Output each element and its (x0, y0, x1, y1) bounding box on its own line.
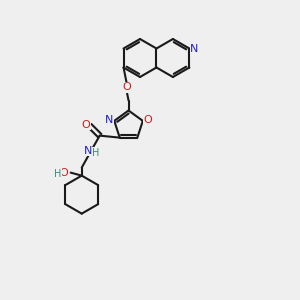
Text: O: O (122, 82, 131, 92)
Text: O: O (59, 168, 68, 178)
Text: N: N (83, 146, 92, 156)
Text: N: N (190, 44, 199, 53)
Text: H: H (92, 148, 99, 158)
Text: O: O (143, 115, 152, 125)
Text: N: N (105, 115, 113, 125)
Text: O: O (81, 120, 90, 130)
Text: H: H (54, 169, 62, 178)
